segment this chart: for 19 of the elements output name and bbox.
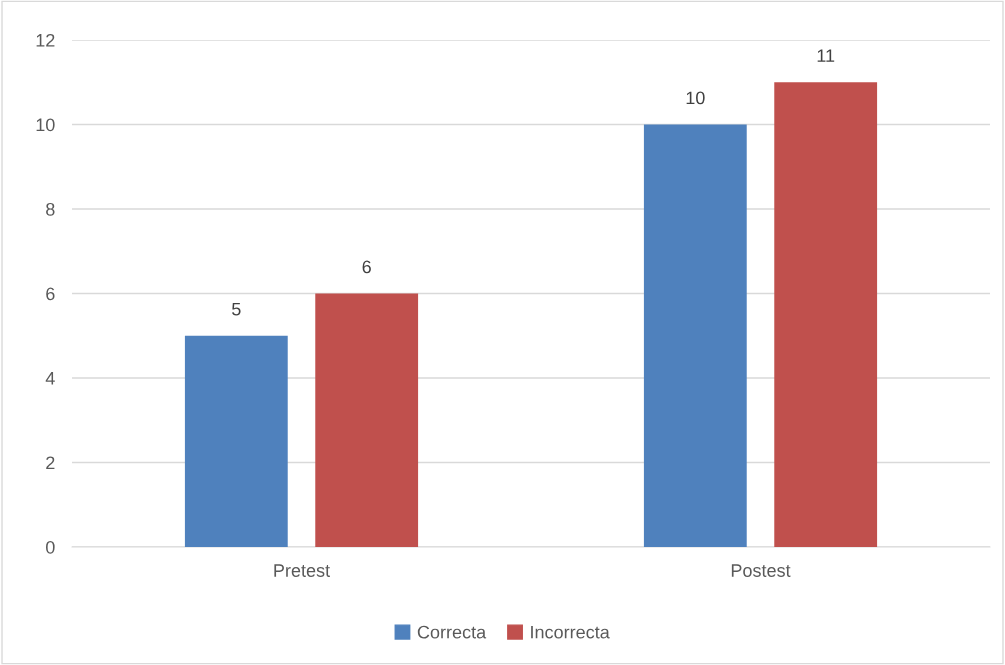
- bar: [184, 335, 288, 547]
- data-label: 6: [362, 260, 371, 274]
- legend-label: Incorrecta: [531, 625, 610, 639]
- data-label: 5: [232, 302, 241, 316]
- legend-label: Correcta: [417, 625, 487, 639]
- x-tick-label: Pretest: [274, 564, 330, 577]
- y-tick-label: 2: [46, 456, 55, 470]
- y-tick-label: 4: [45, 372, 55, 385]
- y-tick-label: 10: [36, 118, 55, 132]
- bar: [774, 82, 878, 547]
- y-tick-label: 0: [46, 540, 55, 554]
- data-label: 11: [817, 49, 835, 62]
- x-tick-label: Postest: [731, 564, 791, 577]
- bar: [643, 124, 747, 547]
- data-label: 10: [686, 91, 705, 105]
- y-tick-label: 6: [46, 287, 55, 301]
- y-tick-label: 12: [36, 33, 55, 47]
- y-tick-label: 8: [46, 202, 55, 216]
- bar: [315, 293, 419, 547]
